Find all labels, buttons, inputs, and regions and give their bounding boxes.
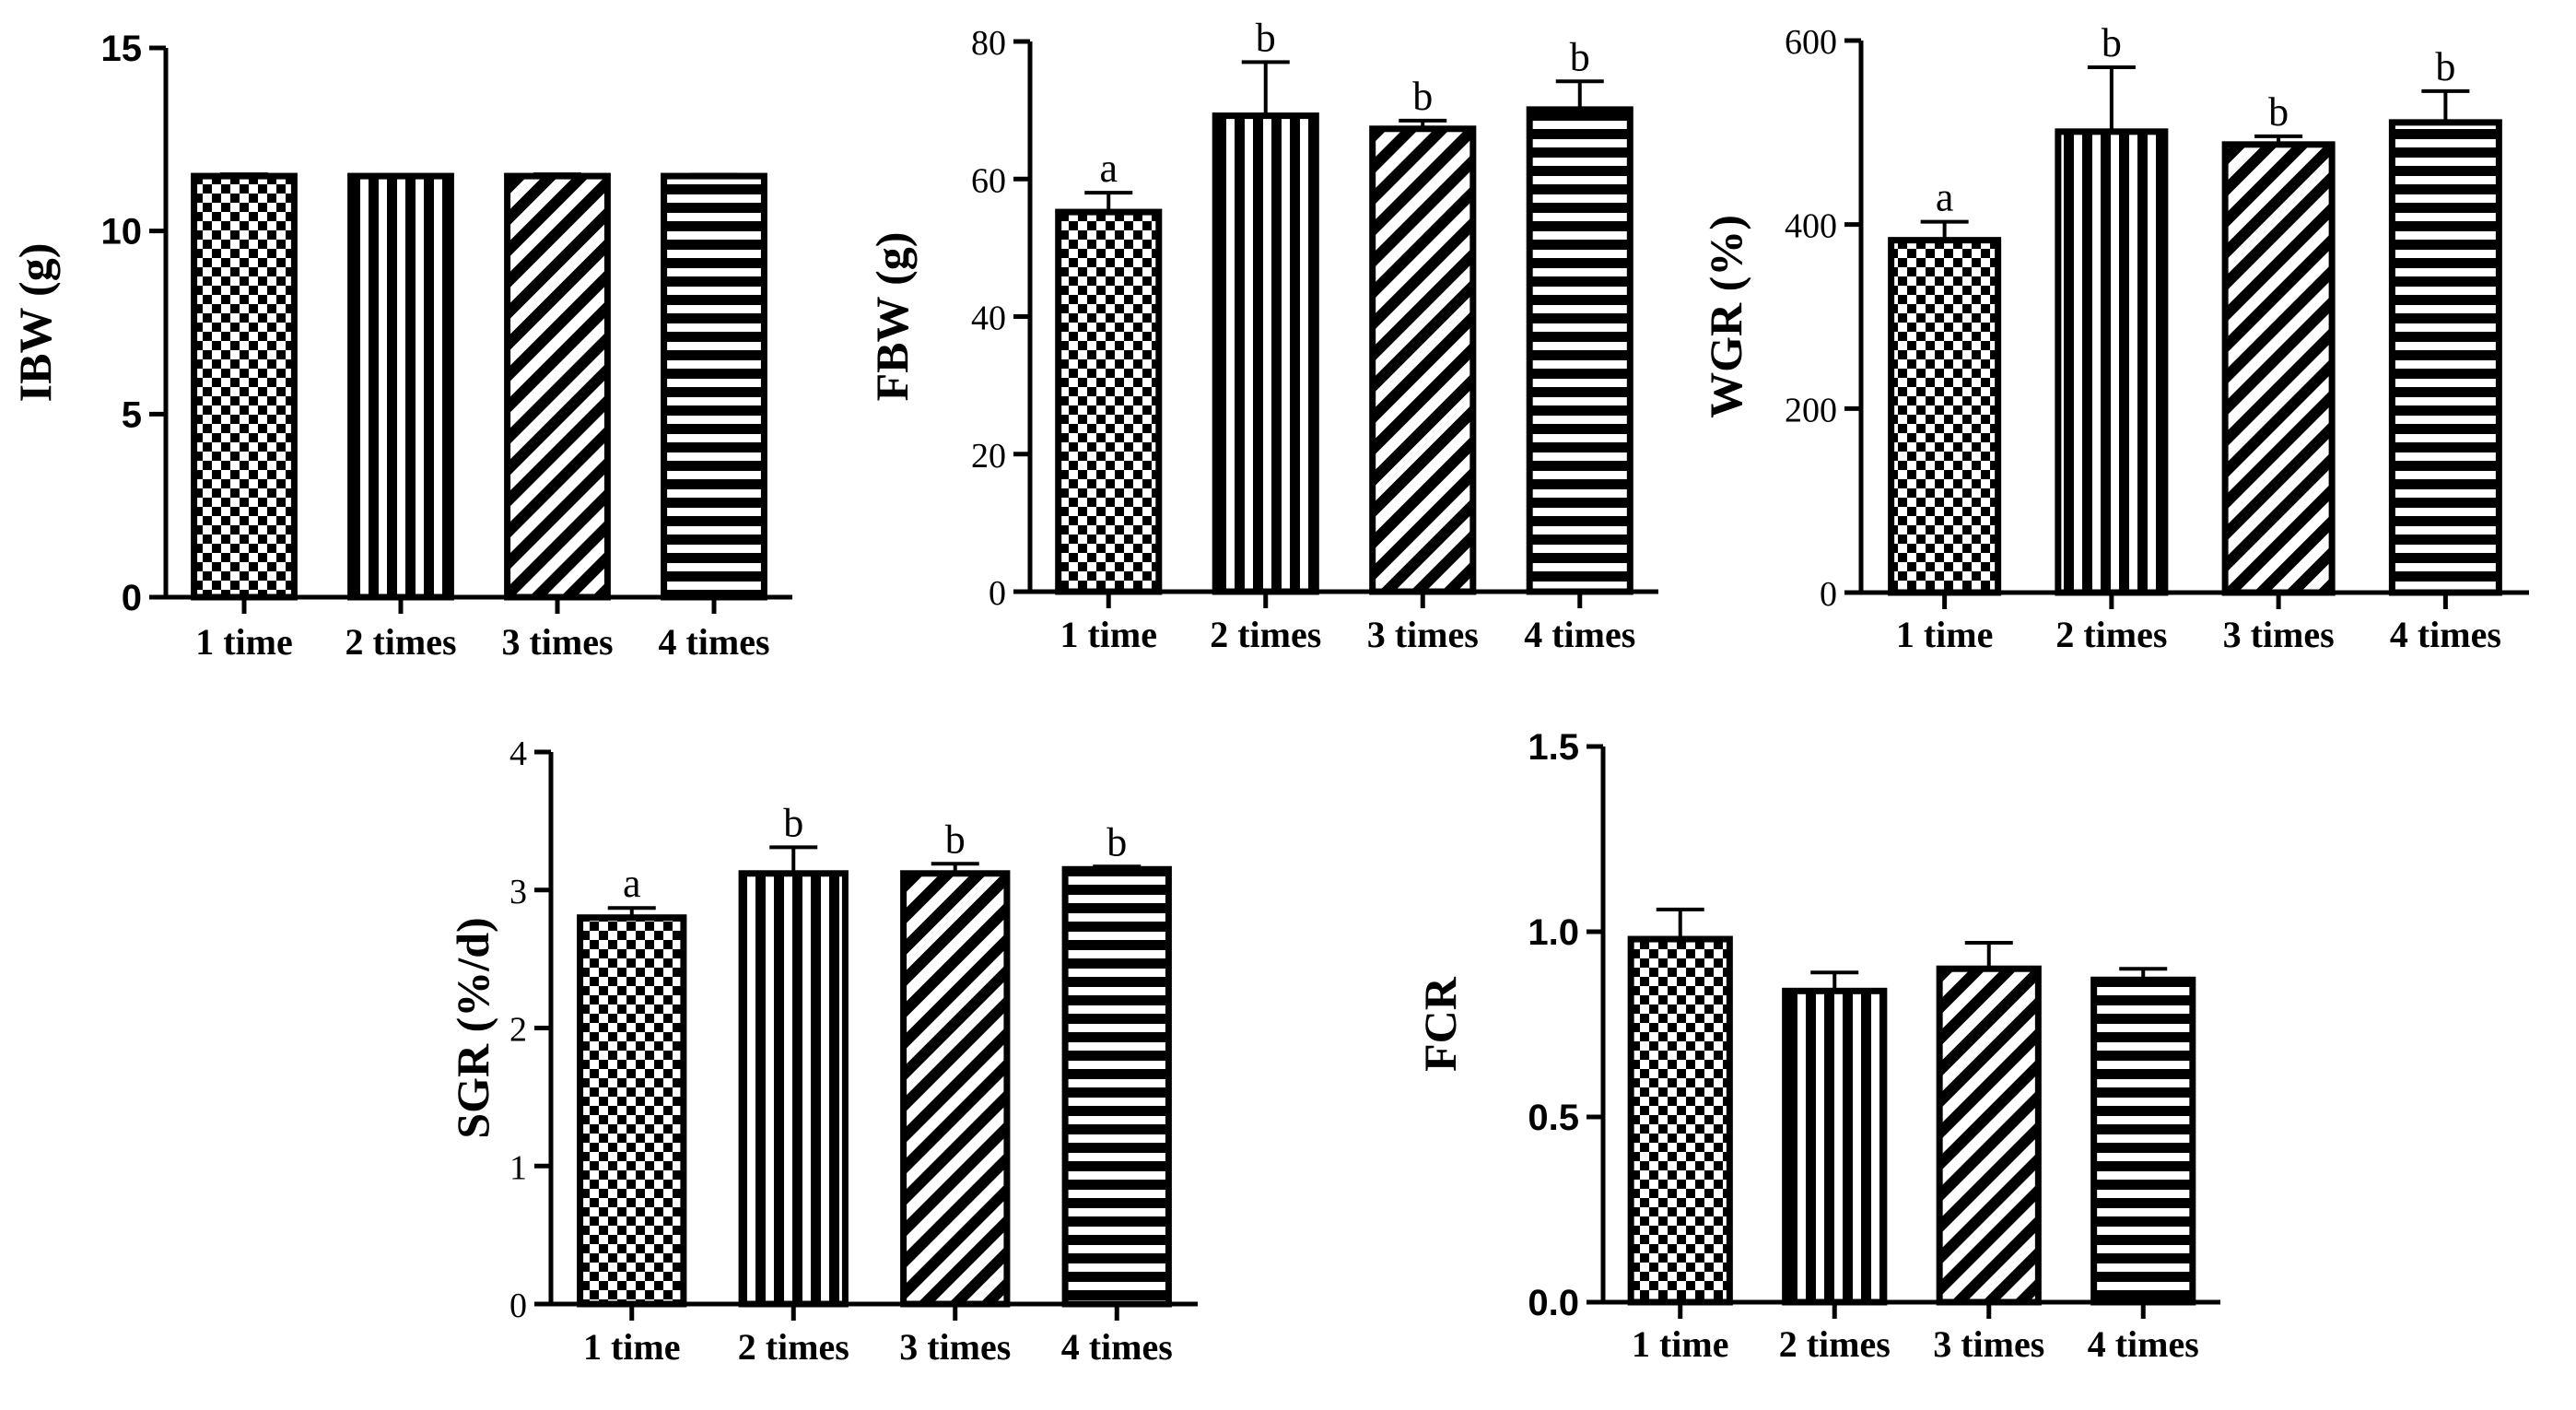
significance-label-4-times: b	[1107, 819, 1127, 864]
x-tick-label-4-times: 4 times	[1061, 1326, 1173, 1368]
bar-2-times	[738, 870, 849, 1308]
y-axis-title: SGR (%/d)	[447, 917, 498, 1138]
bar-2-times	[347, 172, 454, 601]
y-tick-label: 0	[989, 574, 1006, 613]
y-tick-label: 400	[1785, 207, 1837, 246]
significance-label-2-times: b	[2102, 20, 2122, 65]
bar-2-times	[1782, 987, 1888, 1306]
x-tick-label-3-times: 3 times	[1933, 1323, 2044, 1365]
significance-label-4-times: b	[1570, 34, 1590, 79]
y-tick-label: 3	[509, 873, 527, 911]
panel-fcr: 0.0 0.5 1.0 1.5 FCR 1 time 2 times 3 times 4 tim…	[1414, 727, 2220, 1365]
significance-label-2-times: b	[1256, 15, 1276, 60]
bar-1-time	[1627, 935, 1733, 1306]
y-tick-label: 0	[1820, 575, 1837, 614]
bar-1-time	[1055, 208, 1163, 595]
bar-4-times	[2090, 976, 2196, 1306]
x-tick-label-2-times: 2 times	[1210, 614, 1321, 655]
bar-3-times	[1936, 965, 2042, 1306]
bar-4-times	[661, 172, 767, 601]
x-tick-label-2-times: 2 times	[1779, 1323, 1891, 1365]
bar-3-times	[1369, 125, 1477, 595]
x-tick-label-3-times: 3 times	[1367, 614, 1479, 655]
y-tick-label: 80	[971, 24, 1006, 63]
panel-sgr: 0 1 2 3 4 SGR (%/d) a 1 time b 2 times b 3 times b 4 …	[447, 734, 1198, 1368]
y-tick-label: 600	[1785, 23, 1837, 62]
y-tick-label: 2	[509, 1011, 527, 1050]
x-tick-label-1-time: 1 time	[195, 621, 293, 663]
bar-2-times	[2055, 128, 2169, 596]
x-tick-label-3-times: 3 times	[501, 621, 613, 663]
bar-1-time	[191, 172, 298, 601]
y-tick-label: 15	[101, 29, 143, 69]
y-tick-label: 0	[509, 1287, 527, 1325]
y-tick-label: 1.5	[1528, 727, 1579, 768]
significance-label-1-time: a	[1099, 146, 1118, 191]
x-tick-label-1-time: 1 time	[1060, 614, 1157, 655]
significance-label-3-times: b	[945, 817, 966, 862]
y-tick-label: 0.5	[1528, 1098, 1579, 1138]
y-tick-label: 60	[971, 161, 1006, 200]
y-axis-title: WGR (%)	[1700, 215, 1751, 418]
y-tick-label: 40	[971, 300, 1006, 338]
bar-2-times	[1212, 112, 1319, 595]
significance-label-3-times: b	[2268, 89, 2289, 135]
bar-4-times	[2388, 119, 2502, 596]
x-tick-label-4-times: 4 times	[2088, 1323, 2199, 1365]
significance-label-1-time: a	[1936, 175, 1954, 220]
y-tick-label: 10	[101, 212, 143, 253]
bar-3-times	[504, 172, 611, 601]
bar-4-times	[1526, 106, 1633, 595]
y-tick-label: 1	[509, 1148, 527, 1187]
x-tick-label-3-times: 3 times	[899, 1326, 1011, 1368]
y-axis-title: FBW (g)	[866, 232, 918, 402]
significance-label-3-times: b	[1412, 74, 1433, 119]
y-tick-label: 200	[1785, 391, 1837, 429]
x-tick-label-1-time: 1 time	[1632, 1323, 1729, 1365]
y-tick-label: 0.0	[1528, 1283, 1579, 1323]
x-tick-label-2-times: 2 times	[345, 621, 456, 663]
y-tick-label: 4	[509, 734, 527, 773]
x-tick-label-2-times: 2 times	[738, 1326, 849, 1368]
x-tick-label-1-time: 1 time	[583, 1326, 681, 1368]
bar-4-times	[1061, 865, 1172, 1308]
significance-label-1-time: a	[623, 861, 641, 906]
panel-fbw: 0 20 40 60 80 FBW (g) a 1 time b 2 times b 3 times b…	[866, 15, 1658, 655]
bar-1-time	[1888, 237, 2002, 596]
y-axis-title: FCR	[1414, 976, 1466, 1072]
x-tick-label-3-times: 3 times	[2223, 614, 2335, 655]
x-tick-label-2-times: 2 times	[2055, 614, 2167, 655]
bar-1-time	[577, 914, 687, 1308]
x-tick-label-4-times: 4 times	[1524, 614, 1635, 655]
x-tick-label-1-time: 1 time	[1896, 614, 1994, 655]
x-tick-label-4-times: 4 times	[2390, 614, 2501, 655]
bar-3-times	[2221, 141, 2336, 596]
panel-wgr: 0 200 400 600 WGR (%) a 1 time b 2 times b 3 times…	[1700, 20, 2529, 655]
x-tick-label-4-times: 4 times	[658, 621, 769, 663]
significance-label-2-times: b	[783, 800, 803, 845]
y-axis-title: IBW (g)	[9, 243, 61, 403]
significance-label-4-times: b	[2435, 44, 2455, 89]
panel-ibw: 0 5 10 15 IBW (g) 1 time 2 times 3 times 4 times	[9, 29, 792, 663]
y-tick-label: 5	[122, 394, 142, 435]
bar-3-times	[900, 870, 1011, 1308]
y-tick-label: 20	[971, 437, 1006, 476]
y-tick-label: 0	[122, 578, 142, 618]
y-tick-label: 1.0	[1528, 912, 1579, 953]
